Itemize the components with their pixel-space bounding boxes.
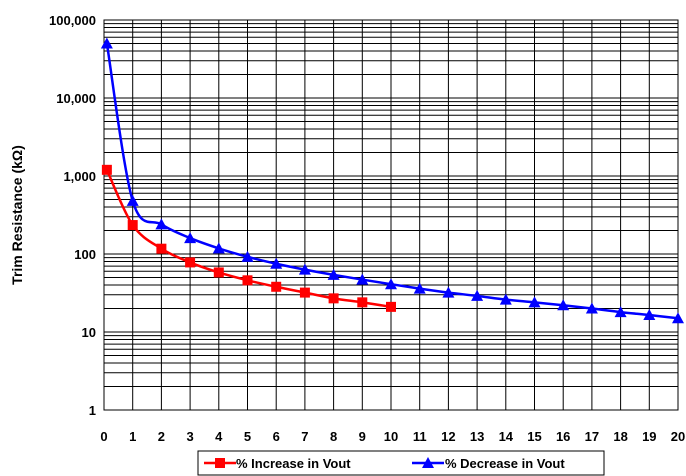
data-point <box>270 257 283 269</box>
x-tick-label: 2 <box>158 429 165 444</box>
x-tick-label: 8 <box>330 429 337 444</box>
data-point <box>471 289 484 301</box>
x-tick-label: 16 <box>556 429 570 444</box>
x-tick-label: 17 <box>585 429 599 444</box>
data-point <box>213 267 224 278</box>
series-decrease <box>100 37 684 324</box>
x-tick-label: 9 <box>359 429 366 444</box>
data-point <box>386 301 396 312</box>
data-point <box>356 273 369 285</box>
x-tick-label: 1 <box>129 429 136 444</box>
data-point <box>299 287 310 298</box>
x-tick-label: 5 <box>244 429 251 444</box>
data-point <box>614 306 627 318</box>
data-point <box>101 164 112 175</box>
x-tick-label: 13 <box>470 429 484 444</box>
data-point <box>126 194 139 206</box>
x-tick-label: 20 <box>671 429 685 444</box>
data-point <box>242 275 253 286</box>
data-point <box>413 282 426 294</box>
series-line <box>105 169 392 309</box>
data-point <box>156 243 167 254</box>
x-tick-label: 19 <box>642 429 656 444</box>
data-point <box>298 263 311 275</box>
x-tick-label: 11 <box>413 429 427 444</box>
x-tick-label: 6 <box>273 429 280 444</box>
data-point <box>127 220 138 231</box>
legend: % Increase in Vout % Decrease in Vout <box>197 450 605 476</box>
y-tick-label: 10 <box>82 325 96 340</box>
data-point <box>184 232 197 244</box>
tick-labels: 0 1 2 3 4 5 6 7 8 9 10 11 12 13 14 15 16 17 18 19 201101001,… <box>49 13 685 444</box>
x-tick-label: 10 <box>384 429 398 444</box>
legend-marker <box>215 458 225 468</box>
plot-border <box>103 19 679 411</box>
series-increase <box>101 164 396 312</box>
data-point <box>585 302 598 314</box>
data-point <box>385 278 397 290</box>
x-tick-label: 15 <box>527 429 541 444</box>
data-point <box>528 296 541 308</box>
data-point <box>442 286 455 298</box>
legend-label: % Decrease in Vout <box>445 456 565 471</box>
x-tick-label: 4 <box>215 429 223 444</box>
data-point <box>327 268 340 280</box>
y-tick-label: 10,000 <box>56 91 96 106</box>
data-point <box>155 218 168 230</box>
y-tick-label: 1 <box>89 403 96 418</box>
y-tick-label: 100,000 <box>49 13 96 28</box>
x-tick-label: 12 <box>441 429 455 444</box>
x-tick-label: 3 <box>186 429 193 444</box>
y-tick-label: 100 <box>74 247 96 262</box>
legend-marker <box>422 457 434 468</box>
legend-box <box>197 450 605 476</box>
data-point <box>672 312 684 324</box>
data-point <box>499 293 512 305</box>
x-tick-label: 7 <box>301 429 308 444</box>
data-point <box>328 293 339 304</box>
grid <box>103 20 679 411</box>
data-point <box>357 297 368 308</box>
x-tick-label: 14 <box>499 429 514 444</box>
data-point <box>185 257 196 268</box>
legend-label: % Increase in Vout <box>236 456 351 471</box>
legend-item: % Increase in Vout <box>204 456 351 471</box>
y-tick-label: 1,000 <box>63 169 96 184</box>
data-point <box>212 242 225 254</box>
y-axis-label: Trim Resistance (kΩ) <box>9 145 25 285</box>
data-point <box>271 281 282 292</box>
data-point <box>557 299 570 311</box>
x-tick-label: 0 <box>100 429 107 444</box>
x-tick-label: 18 <box>613 429 627 444</box>
data-point <box>241 250 254 262</box>
legend-item: % Decrease in Vout <box>412 456 565 471</box>
data-point <box>643 309 656 321</box>
series-layer <box>100 37 684 324</box>
data-point <box>100 37 113 49</box>
